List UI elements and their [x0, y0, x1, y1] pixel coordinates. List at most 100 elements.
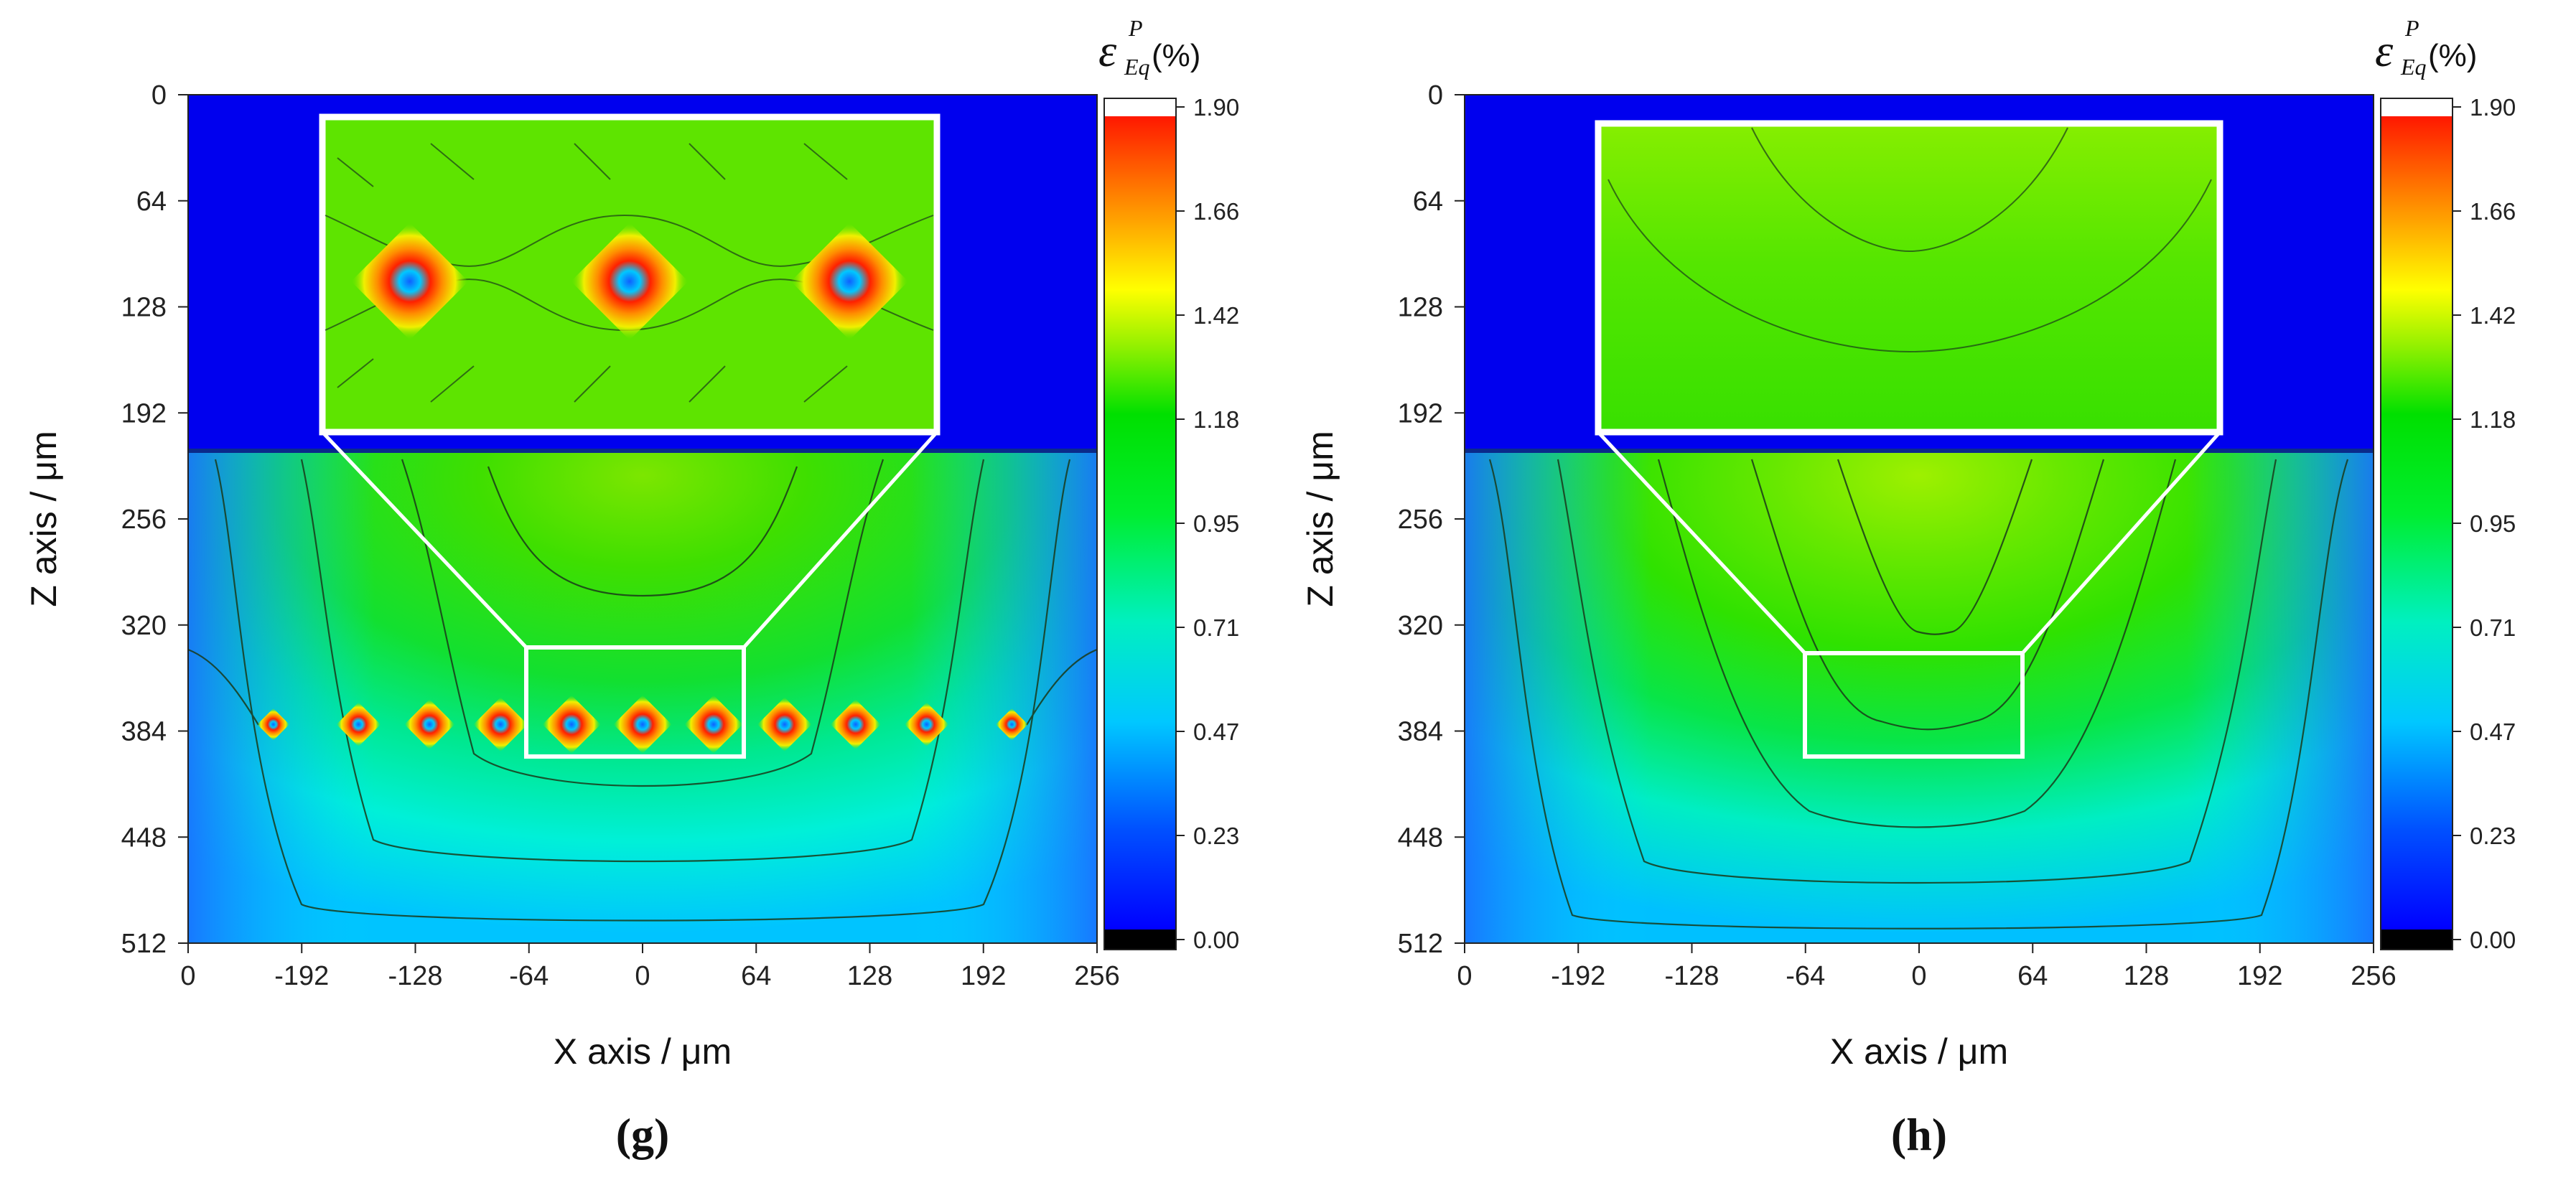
y-axis-title-g: Z axis / μm [24, 431, 64, 607]
hotspot-g [904, 702, 949, 747]
y-tick-label-h: 512 [1398, 929, 1443, 959]
colorbar-g-max [1104, 98, 1176, 116]
inset-g [319, 113, 941, 436]
hotspot-g [830, 699, 881, 750]
colorbar-h-min [2381, 930, 2453, 950]
panel-label-h: (h) [1891, 1109, 1947, 1160]
hotspot-g [404, 699, 455, 750]
y-tick-label-h: 128 [1398, 293, 1443, 323]
y-tick-label-h: 256 [1398, 505, 1443, 535]
y-tick-label-g: 256 [121, 505, 167, 535]
x-tick-label-g: -192 [274, 961, 329, 991]
colorbar-tick-label-h: 1.90 [2470, 94, 2516, 121]
colorbar-tick-label-g: 1.42 [1193, 302, 1239, 329]
colorbar-tick-label-g: 0.00 [1193, 927, 1239, 953]
axes-g: 0 -192 -128 -64 0 64 128 192 256 0 64 128 192 256 320 3… [121, 80, 1240, 991]
x-tick-label-g: 64 [741, 961, 771, 991]
y-tick-label-g: 384 [121, 717, 167, 747]
colorbar-tick-label-h: 0.00 [2470, 927, 2516, 953]
y-tick-label-g: 320 [121, 611, 167, 641]
colorbar-tick-label-g: 0.23 [1193, 823, 1239, 849]
colorbar-tick-label-h: 0.71 [2470, 614, 2516, 641]
panel-h [1465, 95, 2374, 943]
zoom-box-g [524, 645, 746, 759]
svg-text:Eq: Eq [1124, 54, 1150, 80]
hotspot-g [473, 697, 528, 752]
x-tick-label-g: 0 [635, 961, 650, 991]
hotspots-g [257, 695, 1028, 754]
x-tick-label-g: 0 [180, 961, 195, 991]
x-tick-label-h: -64 [1786, 961, 1825, 991]
hotspot-g [613, 695, 672, 754]
y-tick-label-g: 128 [121, 293, 167, 323]
hotspot-g [684, 695, 743, 754]
svg-text:(%): (%) [2428, 38, 2477, 73]
colorbar-tick-label-g: 1.66 [1193, 198, 1239, 225]
inset-hotspot-g [571, 223, 689, 340]
colorbar-tick-label-h: 0.95 [2470, 510, 2516, 537]
x-tick-label-h: 256 [2351, 961, 2396, 991]
colorbar-tick-label-g: 1.18 [1193, 406, 1239, 433]
svg-text:ε: ε [2375, 25, 2394, 76]
hotspot-g [995, 708, 1028, 741]
colorbar-g [1104, 98, 1176, 930]
x-axis-title-h: X axis / μm [1830, 1031, 2008, 1072]
hotspot-g [542, 695, 601, 754]
inset-h [1595, 120, 2223, 436]
colorbar-tick-label-g: 1.90 [1193, 94, 1239, 121]
colorbar-h-max [2381, 98, 2453, 116]
x-tick-label-h: 192 [2237, 961, 2282, 991]
x-tick-label-h: 64 [2017, 961, 2048, 991]
y-tick-label-h: 192 [1398, 398, 1443, 429]
colorbar-g-min [1104, 930, 1176, 950]
y-tick-label-h: 320 [1398, 611, 1443, 641]
x-tick-label-g: -128 [388, 961, 442, 991]
x-tick-label-g: 256 [1074, 961, 1119, 991]
colorbar-tick-label-h: 0.23 [2470, 823, 2516, 849]
y-tick-label-g: 448 [121, 823, 167, 853]
colorbar-tick-label-h: 1.42 [2470, 302, 2516, 329]
panel-label-g: (g) [616, 1109, 670, 1160]
zoom-line-h-left [1597, 431, 1806, 655]
colorbar-title-h: ε P Eq (%) [2375, 15, 2477, 80]
x-tick-label-g: 192 [961, 961, 1006, 991]
zoom-box-h [1803, 651, 2025, 759]
axes-h: 0 -192 -128 -64 0 64 128 192 256 0 64 128 192 256 320 3… [1398, 80, 2516, 991]
inset-hotspot-g [790, 223, 909, 340]
y-tick-label-g: 512 [121, 929, 167, 959]
colorbar-g-frame [1103, 98, 1177, 950]
y-tick-label-h: 64 [1413, 187, 1443, 217]
y-tick-label-h: 384 [1398, 717, 1443, 747]
y-tick-label-h: 448 [1398, 823, 1443, 853]
colorbar-h-frame [2380, 98, 2453, 950]
x-tick-label-h: -192 [1551, 961, 1605, 991]
svg-text:Eq: Eq [2400, 54, 2427, 80]
y-tick-label-g: 192 [121, 398, 167, 429]
y-tick-label-g: 0 [151, 80, 167, 111]
svg-text:ε: ε [1098, 25, 1117, 76]
y-tick-label-h: 0 [1428, 80, 1443, 111]
colorbar-title-g: ε P Eq (%) [1098, 15, 1200, 80]
inset-hotspot-g [350, 223, 469, 340]
x-tick-label-h: -128 [1664, 961, 1719, 991]
y-tick-label-g: 64 [136, 187, 167, 217]
x-tick-label-h: 0 [1457, 961, 1472, 991]
y-axis-title-h: Z axis / μm [1300, 431, 1340, 607]
colorbar-tick-label-g: 0.71 [1193, 614, 1239, 641]
svg-text:P: P [1128, 15, 1143, 41]
svg-text:(%): (%) [1152, 38, 1200, 73]
x-axis-title-g: X axis / μm [554, 1031, 732, 1072]
inset-g-hotspots [350, 223, 909, 340]
zoom-line-h-right [2021, 431, 2221, 655]
x-tick-label-g: -64 [509, 961, 549, 991]
colorbar-tick-label-g: 0.47 [1193, 718, 1239, 745]
colorbar-tick-label-g: 0.95 [1193, 510, 1239, 537]
colorbar-tick-label-h: 0.47 [2470, 718, 2516, 745]
colorbar-tick-label-h: 1.66 [2470, 198, 2516, 225]
hotspot-g [757, 697, 812, 752]
hotspot-g [257, 708, 290, 741]
zoom-line-g-right [742, 431, 938, 649]
svg-text:P: P [2404, 15, 2419, 41]
hotspot-g [336, 702, 381, 747]
x-tick-label-h: 128 [2124, 961, 2169, 991]
